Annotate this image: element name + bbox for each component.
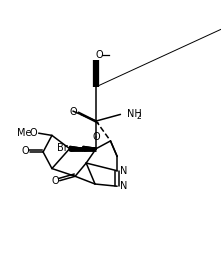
- Polygon shape: [81, 148, 82, 149]
- Polygon shape: [83, 146, 84, 151]
- Polygon shape: [89, 147, 90, 150]
- Text: 2: 2: [137, 112, 141, 121]
- Polygon shape: [78, 148, 79, 150]
- Polygon shape: [82, 148, 83, 149]
- Polygon shape: [72, 147, 73, 151]
- Text: O: O: [22, 146, 29, 156]
- Polygon shape: [80, 148, 81, 149]
- Polygon shape: [76, 147, 77, 150]
- Polygon shape: [92, 148, 93, 150]
- Polygon shape: [88, 147, 89, 150]
- Text: Br: Br: [57, 143, 67, 153]
- Text: N: N: [120, 166, 127, 176]
- Text: Me: Me: [17, 128, 32, 138]
- Polygon shape: [84, 147, 85, 151]
- Polygon shape: [70, 146, 71, 151]
- Polygon shape: [77, 147, 78, 150]
- Polygon shape: [90, 147, 91, 150]
- Polygon shape: [93, 148, 94, 149]
- Text: O: O: [96, 50, 103, 60]
- Text: O: O: [51, 176, 59, 186]
- Polygon shape: [87, 147, 88, 150]
- Polygon shape: [74, 147, 75, 150]
- Text: N: N: [120, 181, 127, 191]
- Polygon shape: [79, 148, 80, 150]
- Polygon shape: [95, 148, 96, 149]
- Polygon shape: [71, 147, 72, 151]
- Polygon shape: [73, 147, 74, 150]
- Polygon shape: [85, 147, 86, 151]
- Polygon shape: [86, 147, 87, 150]
- Polygon shape: [75, 147, 76, 150]
- Text: NH: NH: [127, 109, 142, 119]
- Polygon shape: [91, 148, 92, 150]
- Text: O: O: [70, 106, 77, 117]
- Text: O: O: [92, 132, 100, 141]
- Text: O: O: [29, 128, 37, 138]
- Polygon shape: [94, 148, 95, 149]
